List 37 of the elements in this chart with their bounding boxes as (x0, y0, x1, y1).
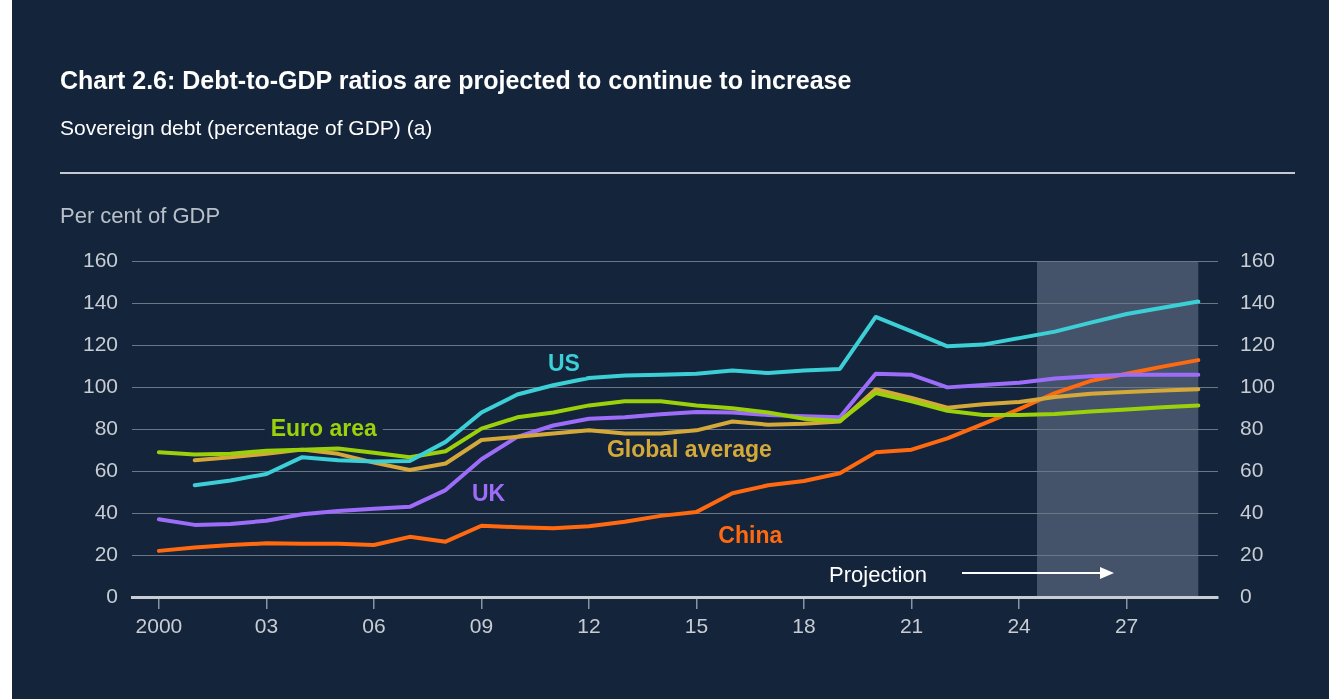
y-tick-label: 80 (94, 416, 118, 440)
y2-tick-label: 20 (1240, 541, 1264, 565)
chart-subtitle: Sovereign debt (percentage of GDP) (a) (60, 116, 433, 140)
series-label: China (718, 521, 783, 548)
series-label: Global average (606, 435, 772, 462)
y2-tick-label: 80 (1240, 416, 1264, 440)
y-tick-label: 160 (82, 248, 118, 272)
y-tick-label: 100 (82, 374, 118, 398)
y-tick-label: 120 (82, 332, 118, 356)
y2-tick-label: 140 (1240, 290, 1276, 314)
y-tick-label: 20 (94, 541, 118, 565)
y2-tick-label: 120 (1240, 332, 1276, 356)
y-axis-title: Per cent of GDP (60, 203, 221, 229)
x-tick-label: 06 (362, 614, 386, 638)
y2-tick-label: 60 (1240, 458, 1264, 482)
series-label: Euro area (270, 414, 378, 441)
y2-tick-label: 40 (1240, 499, 1264, 523)
y-tick-label: 140 (82, 290, 118, 314)
x-tick-label: 2000 (135, 614, 183, 638)
series-label: UK (472, 479, 506, 506)
series-label: US (547, 349, 580, 376)
y-tick-label: 0 (106, 583, 118, 607)
y2-tick-label: 0 (1240, 583, 1252, 607)
y-tick-label: 60 (94, 458, 118, 482)
x-tick-label: 18 (792, 614, 816, 638)
x-tick-label: 24 (1007, 614, 1032, 638)
x-tick-label: 27 (1114, 614, 1139, 638)
x-tick-label: 09 (469, 614, 494, 638)
x-tick-label: 15 (684, 614, 709, 638)
x-tick-label: 12 (577, 614, 601, 638)
y-tick-label: 40 (94, 499, 118, 523)
y2-tick-label: 100 (1240, 374, 1276, 398)
chart-title: Chart 2.6: Debt-to-GDP ratios are projected to continue to increase (60, 66, 852, 95)
annotation: Projection (829, 562, 927, 588)
x-tick-label: 03 (254, 614, 279, 638)
y2-tick-label: 160 (1240, 248, 1276, 272)
x-tick-label: 21 (899, 614, 924, 638)
